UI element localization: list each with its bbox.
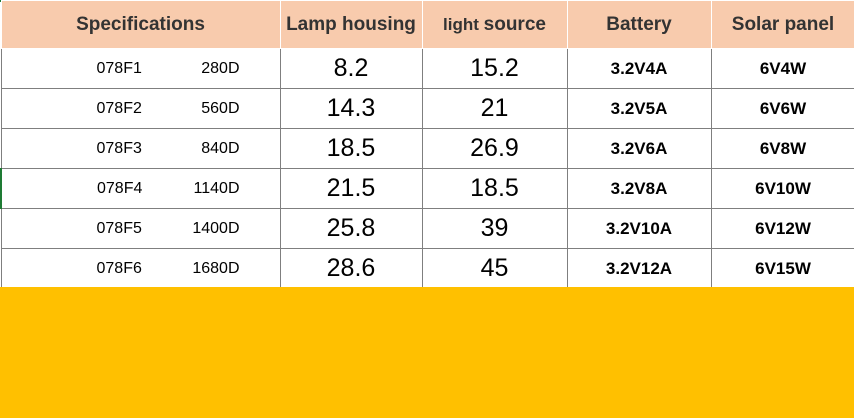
power-rating: 1140D [193, 179, 240, 197]
light-source-cell: 45 [421, 248, 568, 289]
solar-panel-cell: 6V6W [710, 88, 854, 129]
light-source-cell: 39 [421, 208, 568, 249]
table-row: 078F5 1400D 25.8 39 3.2V10A 6V12W [0, 208, 854, 249]
light-source-cell: 26.9 [421, 128, 568, 169]
battery-cell: 3.2V10A [566, 208, 712, 249]
header-light-source: light source [421, 0, 568, 49]
light-source-cell: 18.5 [421, 168, 568, 209]
battery-cell: 3.2V12A [566, 248, 712, 289]
model-code: 078F2 [96, 99, 142, 117]
lamp-housing-cell: 25.8 [279, 208, 423, 249]
header-lamp-housing: Lamp housing [279, 0, 423, 49]
lamp-housing-cell: 18.5 [279, 128, 423, 169]
solar-panel-cell: 6V4W [710, 48, 854, 89]
header-light-word: light [443, 14, 479, 34]
header-row: Specifications Lamp housing light source… [0, 0, 854, 49]
model-code: 078F1 [96, 59, 142, 77]
battery-cell: 3.2V4A [566, 48, 712, 89]
table-row: 078F6 1680D 28.6 45 3.2V12A 6V15W [0, 248, 854, 289]
lamp-housing-cell: 8.2 [279, 48, 423, 89]
table-row: 078F3 840D 18.5 26.9 3.2V6A 6V8W [0, 128, 854, 169]
footer-band [0, 287, 854, 418]
lamp-housing-cell: 21.5 [279, 168, 423, 209]
spec-cell: 078F5 1400D [0, 208, 281, 249]
spec-sheet: Specifications Lamp housing light source… [0, 0, 854, 289]
power-rating: 1680D [192, 259, 240, 277]
table-row: 078F2 560D 14.3 21 3.2V5A 6V6W [0, 88, 854, 129]
spec-cell: 078F1 280D [0, 48, 281, 89]
spec-table: Specifications Lamp housing light source… [0, 0, 854, 289]
battery-cell: 3.2V6A [566, 128, 712, 169]
solar-panel-cell: 6V10W [710, 168, 854, 209]
light-source-cell: 15.2 [421, 48, 568, 89]
solar-panel-cell: 6V8W [710, 128, 854, 169]
spec-cell: 078F2 560D [0, 88, 281, 129]
spec-cell: 078F4 1140D [0, 168, 281, 209]
solar-panel-cell: 6V12W [710, 208, 854, 249]
battery-cell: 3.2V5A [566, 88, 712, 129]
battery-cell: 3.2V8A [566, 168, 712, 209]
table-row: 078F1 280D 8.2 15.2 3.2V4A 6V4W [0, 48, 854, 89]
model-code: 078F4 [97, 179, 143, 197]
model-code: 078F6 [96, 259, 142, 277]
spec-cell: 078F6 1680D [0, 248, 281, 289]
model-code: 078F3 [96, 139, 142, 157]
lamp-housing-cell: 14.3 [279, 88, 423, 129]
header-specifications: Specifications [0, 0, 281, 49]
power-rating: 840D [201, 139, 240, 157]
solar-panel-cell: 6V15W [710, 248, 854, 289]
power-rating: 1400D [192, 219, 240, 237]
header-solar-panel: Solar panel [710, 0, 854, 49]
table-row: 078F4 1140D 21.5 18.5 3.2V8A 6V10W [0, 168, 854, 209]
spec-cell: 078F3 840D [0, 128, 281, 169]
lamp-housing-cell: 28.6 [279, 248, 423, 289]
model-code: 078F5 [96, 219, 142, 237]
header-source-word: source [483, 13, 546, 35]
header-battery: Battery [566, 0, 712, 49]
light-source-cell: 21 [421, 88, 568, 129]
power-rating: 280D [201, 59, 240, 77]
power-rating: 560D [201, 99, 240, 117]
